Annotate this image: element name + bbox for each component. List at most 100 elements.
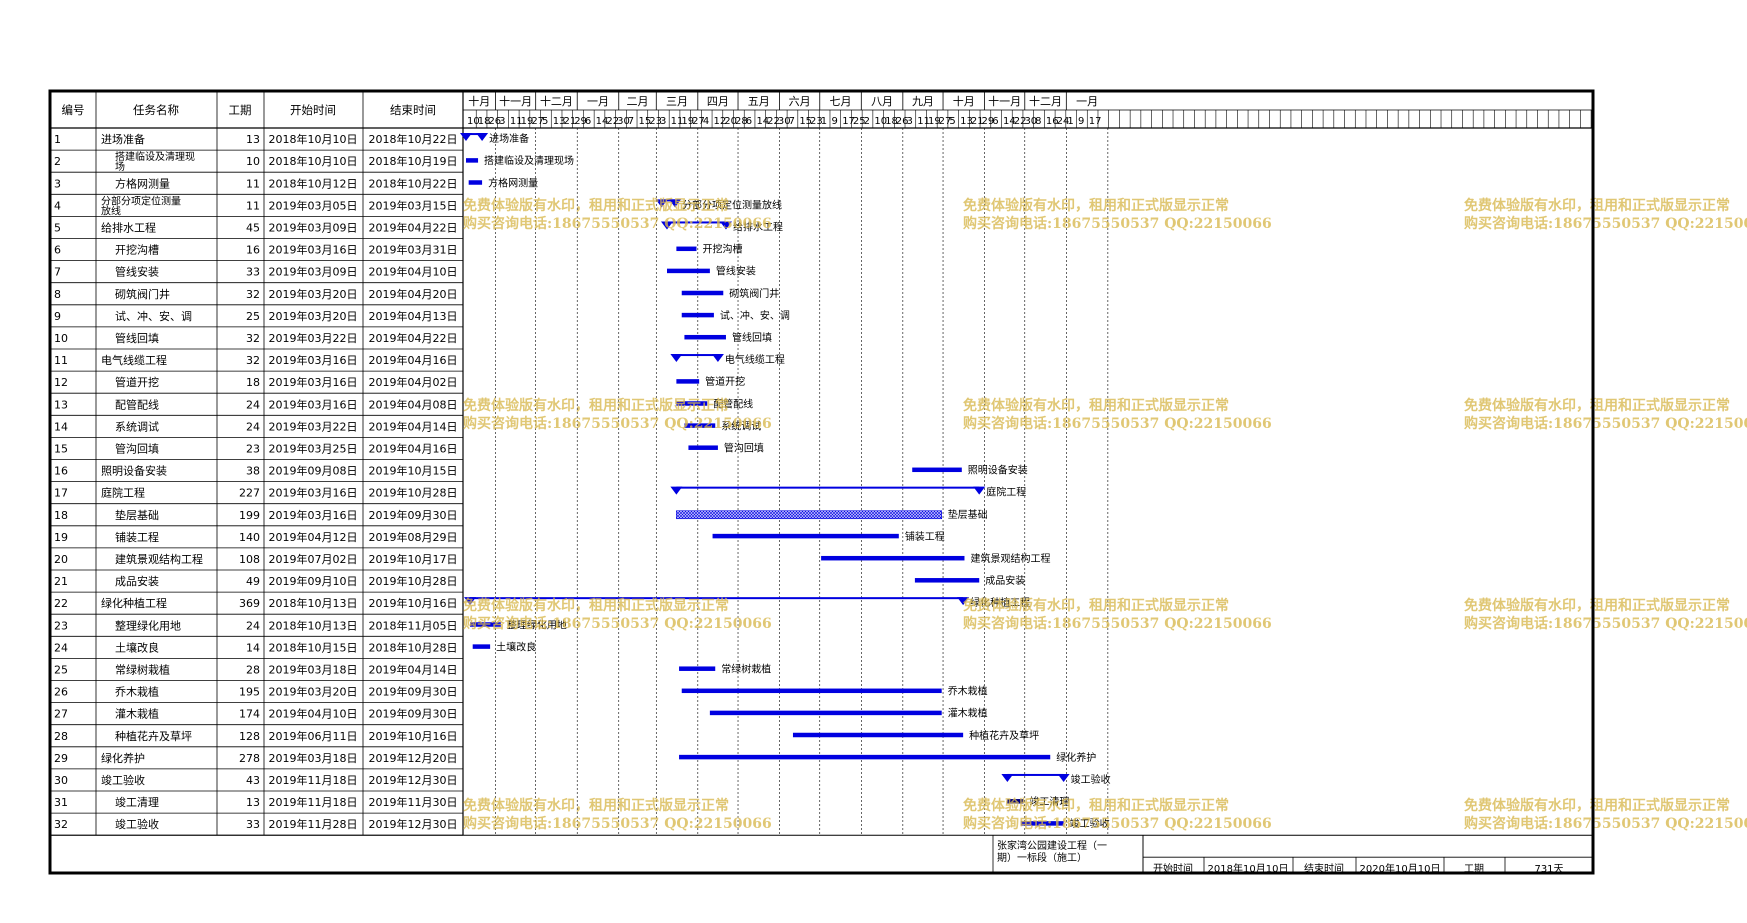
day-label: 22 <box>1014 116 1027 127</box>
table-row[interactable]: 25 常绿树栽植 28 2019年03月18日 2019年04月14日 <box>54 662 458 676</box>
table-row[interactable]: 14 系统调试 24 2019年03月22日 2019年04月14日 <box>54 419 458 433</box>
gantt-bar[interactable]: 开挖沟槽 <box>676 243 742 256</box>
task-duration: 25 <box>246 310 260 323</box>
task-duration: 278 <box>239 752 260 765</box>
gantt-bar[interactable]: 竣工清理 <box>1007 795 1069 808</box>
gantt-bar[interactable]: 方格网测量 <box>468 176 538 189</box>
task-duration: 14 <box>246 641 260 654</box>
gantt-bar[interactable]: 电气线缆工程 <box>670 353 785 366</box>
task-bar <box>792 732 964 738</box>
svg-text:购买咨询电话:18675550537 QQ:22150066: 购买咨询电话:18675550537 QQ:22150066 <box>1464 815 1747 832</box>
task-name: 庭院工程 <box>101 486 145 500</box>
task-start: 2019年04月10日 <box>269 707 358 721</box>
table-row[interactable]: 19 铺装工程 140 2019年04月12日 2019年08月29日 <box>54 530 458 544</box>
table-row[interactable]: 2 搭建临设及清理现场 10 2018年10月10日 2018年10月19日 <box>54 150 458 173</box>
gantt-bar[interactable]: 搭建临设及清理现场 <box>466 154 574 167</box>
table-row[interactable]: 1 进场准备 13 2018年10月10日 2018年10月22日 <box>54 132 458 146</box>
month-label: 一月 <box>587 95 609 108</box>
table-row[interactable]: 12 管道开挖 18 2019年03月16日 2019年04月02日 <box>54 375 458 389</box>
task-name: 垫层基础 <box>115 508 159 522</box>
bar-label: 绿化养护 <box>1056 751 1096 764</box>
table-row[interactable]: 5 给排水工程 45 2019年03月09日 2019年04月22日 <box>54 220 458 234</box>
bar-label: 整理绿化用地 <box>507 618 567 631</box>
task-name: 竣工验收 <box>101 773 145 787</box>
summary-marker <box>661 221 673 230</box>
gantt-bar[interactable]: 建筑景观结构工程 <box>821 552 1050 565</box>
task-duration: 10 <box>246 155 260 168</box>
table-row[interactable]: 13 配管配线 24 2019年03月16日 2019年04月08日 <box>54 397 458 411</box>
gantt-bar[interactable]: 竣工验收 <box>1020 817 1110 830</box>
gantt-bar[interactable]: 照明设备安装 <box>912 464 1028 477</box>
table-row[interactable]: 6 开挖沟槽 16 2019年03月16日 2019年03月31日 <box>54 243 458 257</box>
gantt-bar[interactable]: 绿化种植工程 <box>464 596 1030 609</box>
table-row[interactable]: 23 整理绿化用地 24 2018年10月13日 2018年11月05日 <box>54 618 458 632</box>
task-name: 整理绿化用地 <box>115 618 181 632</box>
gantt-bar[interactable]: 管线回填 <box>684 331 772 344</box>
task-start: 2019年03月09日 <box>269 220 358 234</box>
table-row[interactable]: 3 方格网测量 11 2018年10月12日 2018年10月22日 <box>54 176 458 190</box>
table-row[interactable]: 30 竣工验收 43 2019年11月18日 2019年12月30日 <box>54 773 458 787</box>
row-id: 24 <box>54 641 68 654</box>
table-row[interactable]: 29 绿化养护 278 2019年03月18日 2019年12月20日 <box>54 751 458 765</box>
gantt-bar[interactable]: 土壤改良 <box>472 640 536 653</box>
task-start: 2019年03月05日 <box>269 198 358 212</box>
table-row[interactable]: 7 管线安装 33 2019年03月09日 2019年04月10日 <box>54 265 458 279</box>
day-label: 12 <box>714 116 727 127</box>
row-id: 25 <box>54 663 68 676</box>
svg-text:购买咨询电话:18675550537 QQ:22150066: 购买咨询电话:18675550537 QQ:22150066 <box>963 815 1272 832</box>
task-name: 乔木栽植 <box>115 685 159 699</box>
table-row[interactable]: 31 竣工清理 13 2019年11月18日 2019年11月30日 <box>54 795 458 809</box>
svg-text:免费体验版有水印，租用和正式版显示正常: 免费体验版有水印，租用和正式版显示正常 <box>963 397 1229 414</box>
gantt-bar[interactable]: 竣工验收 <box>1001 773 1111 786</box>
bar-label: 种植花卉及草坪 <box>969 729 1039 742</box>
table-row[interactable]: 16 照明设备安装 38 2019年09月08日 2019年10月15日 <box>54 464 458 478</box>
gantt-bar[interactable]: 进场准备 <box>460 132 529 145</box>
table-row[interactable]: 8 砌筑阀门井 32 2019年03月20日 2019年04月20日 <box>54 287 458 301</box>
month-label: 十二月 <box>540 94 573 108</box>
task-duration: 227 <box>239 487 260 500</box>
summary-marker <box>460 133 472 142</box>
bar-label: 竣工验收 <box>1070 817 1110 830</box>
gantt-bar[interactable]: 乔木栽植 <box>681 685 988 698</box>
table-row[interactable]: 27 灌木栽植 174 2019年04月10日 2019年09月30日 <box>54 707 458 721</box>
gantt-bar[interactable]: 灌木栽植 <box>709 707 988 720</box>
gantt-bar[interactable]: 配管配线 <box>676 397 753 410</box>
table-row[interactable]: 20 建筑景观结构工程 108 2019年07月02日 2019年10月17日 <box>54 552 458 566</box>
table-row[interactable]: 32 竣工验收 33 2019年11月28日 2019年12月30日 <box>54 817 458 831</box>
gantt-bar[interactable]: 试、冲、安、调 <box>681 309 790 322</box>
gantt-bar[interactable]: 分部分项定位测量放线 <box>655 198 782 211</box>
task-bar <box>470 622 501 627</box>
gantt-bar[interactable]: 常绿树栽植 <box>679 662 771 675</box>
bar-label: 管线回填 <box>732 331 772 344</box>
gantt-bar[interactable]: 成品安装 <box>914 574 1025 587</box>
gantt-bar[interactable]: 种植花卉及草坪 <box>792 729 1039 742</box>
task-start: 2019年03月16日 <box>269 353 358 367</box>
gantt-bar[interactable]: 管沟回填 <box>688 441 764 454</box>
table-row[interactable]: 18 垫层基础 199 2019年03月16日 2019年09月30日 <box>54 508 458 522</box>
svg-text:购买咨询电话:18675550537 QQ:22150066: 购买咨询电话:18675550537 QQ:22150066 <box>463 415 772 432</box>
table-row[interactable]: 10 管线回填 32 2019年03月22日 2019年04月22日 <box>54 331 458 345</box>
table-row[interactable]: 21 成品安装 49 2019年09月10日 2019年10月28日 <box>54 574 458 588</box>
gantt-bar[interactable]: 砌筑阀门井 <box>681 287 780 300</box>
gantt-bar[interactable]: 绿化养护 <box>679 751 1096 764</box>
table-row[interactable]: 24 土壤改良 14 2018年10月15日 2018年10月28日 <box>54 640 458 654</box>
table-row[interactable]: 17 庭院工程 227 2019年03月16日 2019年10月28日 <box>54 486 458 500</box>
table-row[interactable]: 9 试、冲、安、调 25 2019年03月20日 2019年04月13日 <box>54 309 458 323</box>
gantt-bar[interactable]: 铺装工程 <box>712 530 945 543</box>
gantt-bar[interactable]: 管线安装 <box>667 265 756 278</box>
gantt-bar[interactable]: 庭院工程 <box>670 486 1026 499</box>
gantt-bar[interactable]: 整理绿化用地 <box>470 618 567 631</box>
table-row[interactable]: 11 电气线缆工程 32 2019年03月16日 2019年04月16日 <box>54 353 458 367</box>
task-name: 绿化养护 <box>101 751 145 765</box>
gantt-bar[interactable]: 管道开挖 <box>676 375 745 388</box>
gantt-bar[interactable]: 给排水工程 <box>661 220 783 233</box>
table-row[interactable]: 15 管沟回填 23 2019年03月25日 2019年04月16日 <box>54 441 458 455</box>
table-row[interactable]: 26 乔木栽植 195 2019年03月20日 2019年09月30日 <box>54 685 458 699</box>
table-row[interactable]: 22 绿化种植工程 369 2018年10月13日 2019年10月16日 <box>54 596 458 610</box>
table-row[interactable]: 28 种植花卉及草坪 128 2019年06月11日 2019年10月16日 <box>54 729 458 743</box>
gantt-bar[interactable]: 垫层基础 <box>676 508 988 521</box>
project-name-cont: 期）一标段（施工） <box>997 851 1087 864</box>
gantt-bar[interactable]: 系统调试 <box>684 419 761 432</box>
table-row[interactable]: 4 分部分项定位测量放线 11 2019年03月05日 2019年03月15日 <box>54 194 458 217</box>
